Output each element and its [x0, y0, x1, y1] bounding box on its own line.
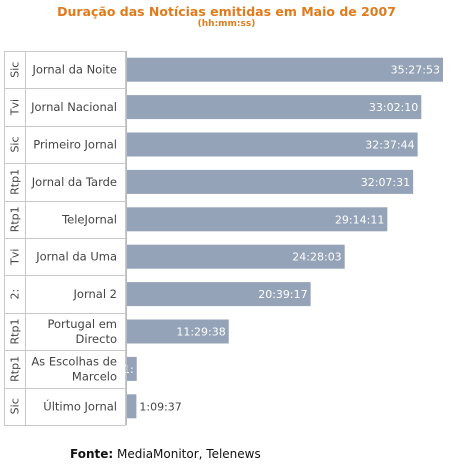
group-label: Rtp1 — [9, 206, 22, 232]
value-label: 33:02:10 — [369, 101, 418, 114]
value-label: 11:29:38 — [176, 326, 225, 339]
category-label: Jornal 2 — [73, 287, 117, 301]
source-note: Fonte: MediaMonitor, Telenews — [70, 447, 261, 461]
category-label: TeleJornal — [61, 212, 117, 226]
group-label: Rtp1 — [9, 169, 22, 195]
bar — [126, 95, 422, 120]
bar — [126, 207, 388, 232]
source-label: Fonte: — [70, 447, 114, 461]
group-label: Rtp1 — [9, 356, 22, 382]
value-label: 35:27:53 — [391, 64, 440, 77]
chart-subtitle: (hh:mm:ss) — [197, 19, 256, 29]
value-label: 1: — [123, 363, 134, 376]
group-label: Tvi — [9, 249, 22, 266]
bar — [126, 57, 443, 82]
category-label: Marcelo — [72, 369, 117, 383]
group-label: Tvi — [9, 99, 22, 116]
value-label: 24:28:03 — [292, 251, 341, 264]
bar — [126, 169, 414, 194]
value-label: 32:07:31 — [361, 176, 410, 189]
bar — [126, 319, 229, 344]
bar — [126, 356, 137, 381]
bar — [126, 282, 311, 307]
source-text: MediaMonitor, Telenews — [117, 447, 261, 461]
bar-chart-plot: Sic Jornal da Noite 35:27:53 Tvi Jornal Naci… — [4, 51, 443, 426]
bar — [126, 132, 418, 157]
category-label: Portugal em — [47, 317, 117, 331]
category-label: Jornal da Noite — [31, 63, 117, 77]
group-label: Sic — [9, 62, 22, 78]
category-label: Jornal da Uma — [35, 250, 117, 264]
bar — [126, 394, 137, 419]
category-label: As Escolhas de — [31, 354, 117, 368]
group-label: Sic — [9, 398, 22, 414]
value-label: 1:09:37 — [139, 400, 181, 413]
value-label: 32:37:44 — [365, 139, 414, 152]
value-label: 20:39:17 — [258, 288, 307, 301]
bar — [126, 244, 345, 269]
category-label: Primeiro Jornal — [33, 138, 117, 152]
category-label: Directo — [76, 332, 117, 346]
category-label: Jornal da Tarde — [31, 175, 117, 189]
value-label: 29:14:11 — [335, 213, 384, 226]
category-label: Jornal Nacional — [30, 100, 117, 114]
category-label: Último Jornal — [43, 398, 117, 413]
group-label: Rtp1 — [9, 319, 22, 345]
group-label: Sic — [9, 136, 22, 152]
group-label: 2: — [9, 289, 22, 300]
chart-title: Duração das Notícias emitidas em Maio de… — [57, 4, 396, 19]
